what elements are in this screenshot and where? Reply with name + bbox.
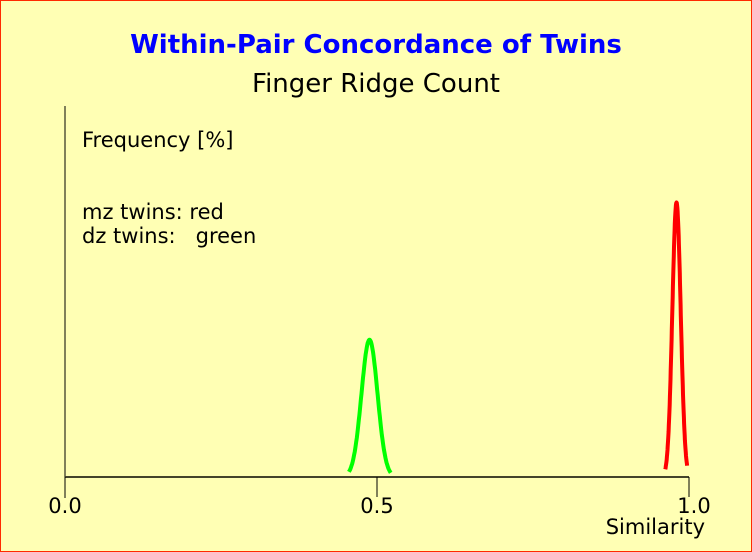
chart-title: Within-Pair Concordance of Twins [130,30,622,60]
x-tick-label: 1.0 [677,494,710,518]
legend-line-mz: mz twins: red [82,200,224,224]
series-curve-dz-twins [347,337,393,474]
chart-subtitle: Finger Ridge Count [252,69,500,99]
x-axis-label: Similarity [606,515,705,539]
x-tick-label: 0.0 [48,494,81,518]
series-curve-mz-twins [663,200,690,470]
y-axis-label: Frequency [%] [82,128,234,152]
x-tick-label: 0.5 [360,494,393,518]
legend-line-dz: dz twins: green [82,224,256,248]
